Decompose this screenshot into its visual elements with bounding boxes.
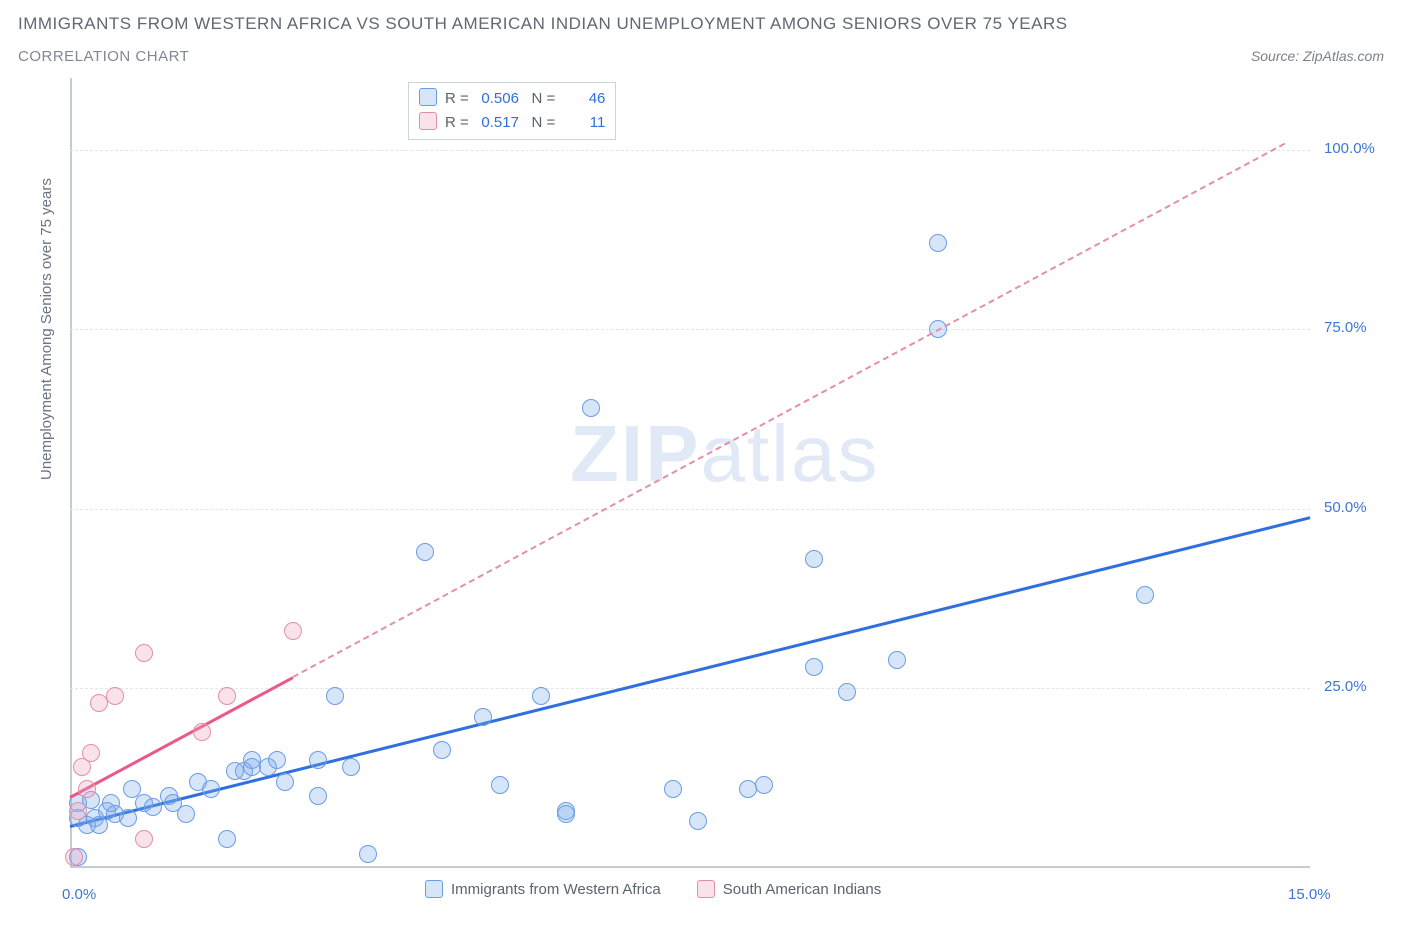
chart-title: IMMIGRANTS FROM WESTERN AFRICA VS SOUTH … (18, 14, 1068, 34)
legend-n-label: N = (519, 90, 559, 107)
trend-line-series-0 (70, 516, 1311, 828)
data-point (309, 787, 327, 805)
source-attribution: Source: ZipAtlas.com (1251, 48, 1384, 64)
y-tick-label: 100.0% (1324, 140, 1375, 157)
data-point (491, 776, 509, 794)
data-point (243, 758, 261, 776)
x-tick-label: 15.0% (1288, 886, 1331, 903)
data-point (689, 812, 707, 830)
data-point (123, 780, 141, 798)
data-point (888, 651, 906, 669)
data-point (218, 830, 236, 848)
data-point (664, 780, 682, 798)
y-tick-label: 50.0% (1324, 499, 1367, 516)
data-point (164, 794, 182, 812)
data-point (805, 550, 823, 568)
data-point (755, 776, 773, 794)
data-point (78, 780, 96, 798)
data-point (102, 794, 120, 812)
data-point (86, 809, 104, 827)
data-point (276, 773, 294, 791)
data-point (235, 762, 253, 780)
data-point (135, 830, 153, 848)
watermark: ZIPatlas (570, 408, 879, 500)
gridline (70, 150, 1310, 151)
x-axis-line (70, 866, 1310, 868)
data-point (189, 773, 207, 791)
data-point (243, 751, 261, 769)
y-axis-label: Unemployment Among Seniors over 75 years (38, 178, 55, 480)
data-point (582, 399, 600, 417)
data-point (226, 762, 244, 780)
y-axis-line (70, 78, 72, 868)
correlation-scatter-chart: ZIPatlas (70, 78, 1310, 868)
data-point (135, 644, 153, 662)
legend-n-value: 11 (559, 111, 605, 135)
data-point (929, 234, 947, 252)
watermark-light: atlas (700, 409, 879, 498)
gridline (70, 329, 1310, 330)
data-point (73, 758, 91, 776)
chart-subtitle: CORRELATION CHART (18, 48, 189, 65)
data-point (202, 780, 220, 798)
legend-swatch (419, 112, 437, 130)
legend-r-label: R = (445, 90, 473, 107)
trend-line-series-1-solid (69, 676, 294, 799)
watermark-bold: ZIP (570, 409, 700, 498)
data-point (98, 802, 116, 820)
series-legend-item: South American Indians (697, 880, 881, 898)
y-tick-label: 75.0% (1324, 319, 1367, 336)
legend-swatch (697, 880, 715, 898)
data-point (65, 848, 83, 866)
data-point (177, 805, 195, 823)
data-point (805, 658, 823, 676)
legend-row: R = 0.506 N = 46 (419, 87, 605, 111)
legend-n-value: 46 (559, 87, 605, 111)
data-point (259, 758, 277, 776)
series-name: South American Indians (723, 881, 881, 898)
data-point (284, 622, 302, 640)
data-point (144, 798, 162, 816)
gridline (70, 509, 1310, 510)
gridline (70, 688, 1310, 689)
data-point (838, 683, 856, 701)
legend-swatch (425, 880, 443, 898)
data-point (106, 805, 124, 823)
data-point (739, 780, 757, 798)
legend-r-label: R = (445, 114, 473, 131)
data-point (557, 802, 575, 820)
trend-line-series-1-dashed (293, 143, 1286, 678)
data-point (82, 791, 100, 809)
data-point (119, 809, 137, 827)
data-point (82, 744, 100, 762)
data-point (78, 816, 96, 834)
data-point (90, 694, 108, 712)
y-tick-label: 25.0% (1324, 678, 1367, 695)
x-tick-label: 0.0% (62, 886, 96, 903)
data-point (359, 845, 377, 863)
data-point (90, 816, 108, 834)
data-point (416, 543, 434, 561)
legend-swatch (419, 88, 437, 106)
data-point (342, 758, 360, 776)
data-point (193, 723, 211, 741)
data-point (474, 708, 492, 726)
data-point (135, 794, 153, 812)
data-point (160, 787, 178, 805)
legend-r-value: 0.506 (473, 87, 519, 111)
series-name: Immigrants from Western Africa (451, 881, 661, 898)
series-legend: Immigrants from Western Africa South Amer… (425, 880, 881, 898)
data-point (433, 741, 451, 759)
data-point (268, 751, 286, 769)
legend-r-value: 0.517 (473, 111, 519, 135)
correlation-legend: R = 0.506 N = 46R = 0.517 N = 11 (408, 82, 616, 140)
data-point (557, 805, 575, 823)
legend-row: R = 0.517 N = 11 (419, 111, 605, 135)
legend-n-label: N = (519, 114, 559, 131)
series-legend-item: Immigrants from Western Africa (425, 880, 661, 898)
data-point (309, 751, 327, 769)
data-point (1136, 586, 1154, 604)
